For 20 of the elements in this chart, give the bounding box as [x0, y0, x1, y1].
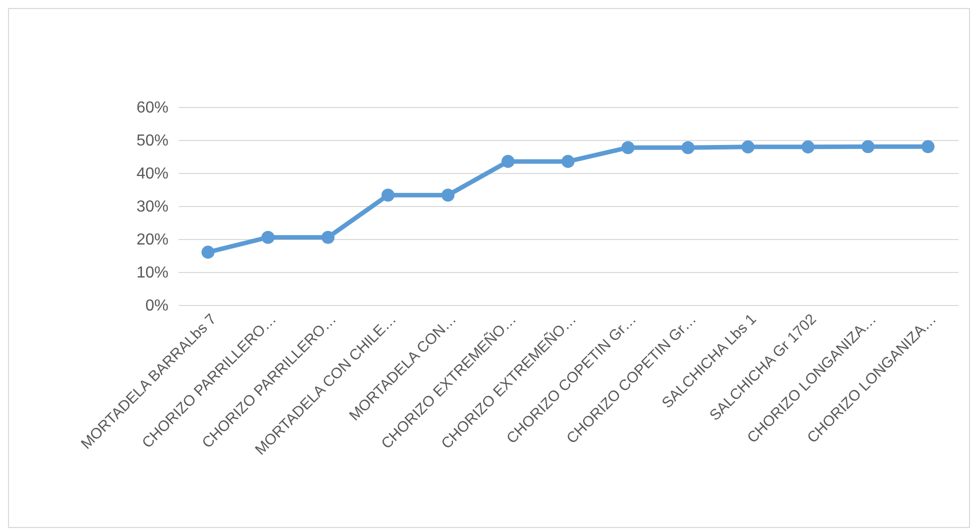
y-tick-label: 40%: [136, 166, 168, 182]
point: [621, 141, 635, 154]
point: [201, 246, 215, 259]
y-tick-label: 0%: [145, 298, 168, 314]
point: [261, 230, 275, 244]
point: [321, 230, 335, 244]
point: [381, 188, 395, 202]
point: [501, 154, 515, 168]
point: [921, 140, 935, 154]
point: [441, 188, 455, 202]
y-tick-label: 30%: [136, 198, 168, 216]
y-tick-label: 60%: [136, 100, 168, 116]
point: [681, 141, 695, 154]
point: [561, 154, 575, 168]
point: [801, 140, 815, 154]
point: [741, 140, 755, 154]
y-tick-label: 20%: [136, 232, 168, 248]
y-tick-label: 10%: [136, 264, 168, 282]
y-tick-label: 50%: [136, 132, 168, 150]
point: [861, 140, 875, 154]
